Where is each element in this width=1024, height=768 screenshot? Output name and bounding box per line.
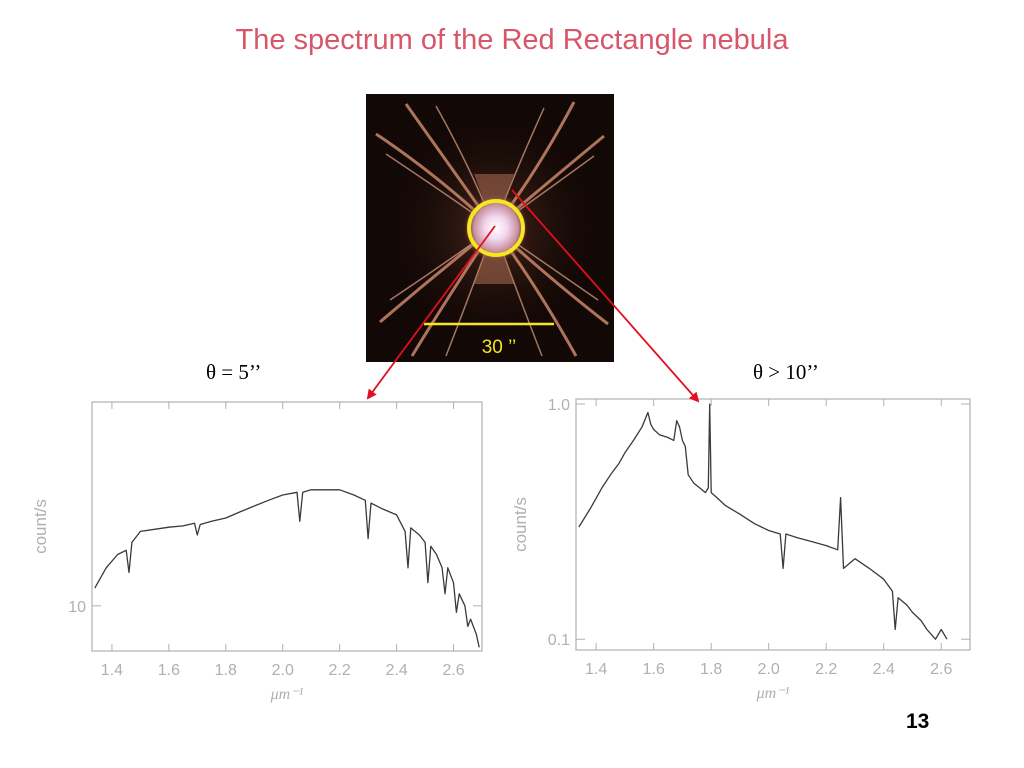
spectrum-line bbox=[578, 403, 948, 640]
x-tick-label: 1.8 bbox=[215, 662, 237, 679]
y-tick-label: 1.0 bbox=[548, 397, 570, 414]
y-tick-label: 0.1 bbox=[548, 632, 570, 649]
right-spectrum-chart: 1.4 1.6 1.8 2.0 2.2 2.4 2.6 0.1 1.0 μm⁻¹ count/s bbox=[511, 397, 971, 702]
x-tick-label: 2.4 bbox=[385, 662, 407, 679]
y-axis-label: count/s bbox=[31, 499, 50, 554]
x-tick-label: 2.4 bbox=[873, 661, 895, 678]
spectrum-line bbox=[94, 489, 480, 648]
theta-left-label: θ = 5’’ bbox=[206, 360, 262, 384]
left-spectrum-chart: 1.4 1.6 1.8 2.0 2.2 2.4 2.6 10 μm⁻¹ count/s bbox=[31, 401, 483, 703]
plot-frame bbox=[91, 401, 483, 652]
page-number: 13 bbox=[906, 710, 930, 733]
scale-bar-label: 30 ’’ bbox=[482, 337, 517, 358]
slide-title: The spectrum of the Red Rectangle nebula bbox=[235, 24, 789, 56]
x-tick-label: 1.4 bbox=[585, 661, 607, 678]
x-tick-label: 2.2 bbox=[815, 661, 837, 678]
x-tick-label: 1.8 bbox=[700, 661, 722, 678]
red-rectangle-nebula-image: 30 ’’ bbox=[366, 94, 614, 362]
x-tick-label: 2.6 bbox=[930, 661, 952, 678]
plot-frame bbox=[575, 398, 971, 651]
y-tick-label: 10 bbox=[68, 599, 86, 616]
x-tick-label: 2.6 bbox=[442, 662, 464, 679]
theta-right-label: θ > 10’’ bbox=[753, 360, 819, 384]
x-tick-label: 1.6 bbox=[643, 661, 665, 678]
x-tick-label: 2.0 bbox=[272, 662, 294, 679]
y-axis-label: count/s bbox=[511, 497, 530, 552]
x-axis-label: μm⁻¹ bbox=[270, 686, 304, 703]
x-tick-label: 2.0 bbox=[758, 661, 780, 678]
x-tick-label: 1.6 bbox=[158, 662, 180, 679]
x-axis-label: μm⁻¹ bbox=[756, 685, 790, 702]
x-tick-label: 2.2 bbox=[329, 662, 351, 679]
x-tick-label: 1.4 bbox=[101, 662, 123, 679]
